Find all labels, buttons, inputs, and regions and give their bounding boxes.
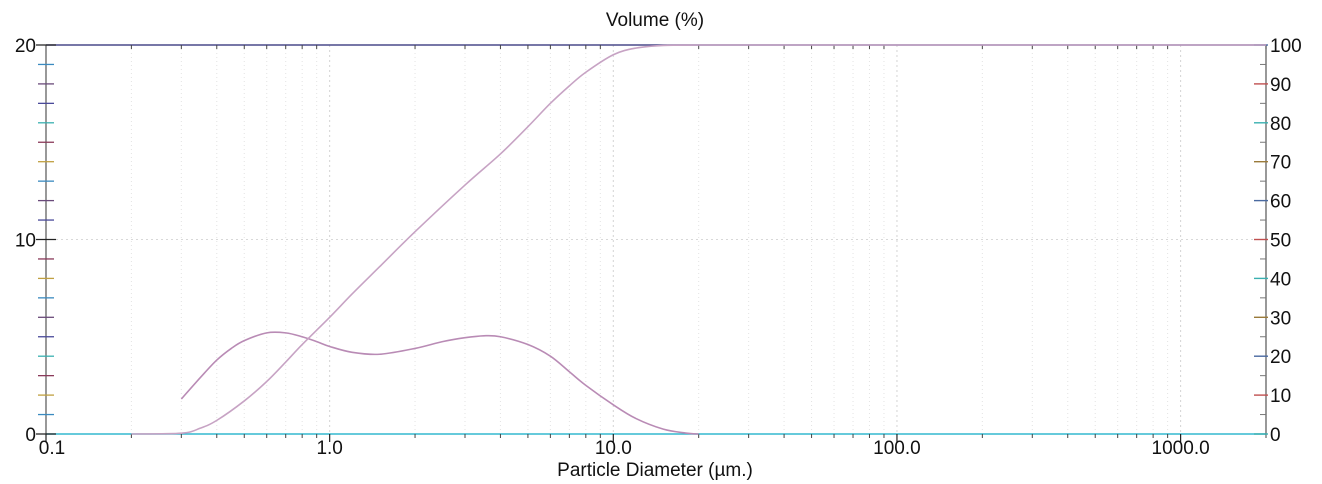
y-right-tick-label: 60 [1270, 192, 1291, 213]
chart-title: Volume (%) [606, 10, 704, 31]
series-line-cumulative [131, 44, 1266, 435]
x-tick-label: 0.1 [39, 438, 65, 459]
right-y-axis: 0 10 20 30 40 50 60 70 80 90 100 [1254, 36, 1302, 446]
y-right-tick-label: 80 [1270, 114, 1291, 135]
y-right-tick-label: 0 [1270, 425, 1281, 446]
y-right-tick-label: 40 [1270, 269, 1291, 290]
y-right-tick-label: 30 [1270, 308, 1291, 329]
data-series [131, 44, 1266, 435]
y-right-tick-label: 20 [1270, 347, 1291, 368]
y-right-tick-label: 100 [1270, 36, 1302, 57]
left-y-axis: 0 10 20 [15, 36, 56, 446]
x-tick-label: 100.0 [873, 438, 921, 459]
y-left-tick-label: 0 [25, 425, 36, 446]
x-axis-ticks: 0.1 1.0 10.0 100.0 1000.0 [39, 45, 1267, 459]
x-tick-label: 1000.0 [1152, 438, 1210, 459]
y-left-tick-label: 10 [15, 231, 36, 252]
y-right-tick-label: 10 [1270, 386, 1291, 407]
x-tick-label: 1.0 [316, 438, 342, 459]
series-line-frequency [180, 331, 699, 435]
y-right-tick-label: 50 [1270, 231, 1291, 252]
y-right-tick-label: 90 [1270, 75, 1291, 96]
x-tick-label: 10.0 [595, 438, 632, 459]
y-left-tick-label: 20 [15, 36, 36, 57]
x-axis-label: Particle Diameter (µm.) [557, 460, 753, 481]
grid-lines [45, 45, 1267, 434]
y-right-tick-label: 70 [1270, 153, 1291, 174]
